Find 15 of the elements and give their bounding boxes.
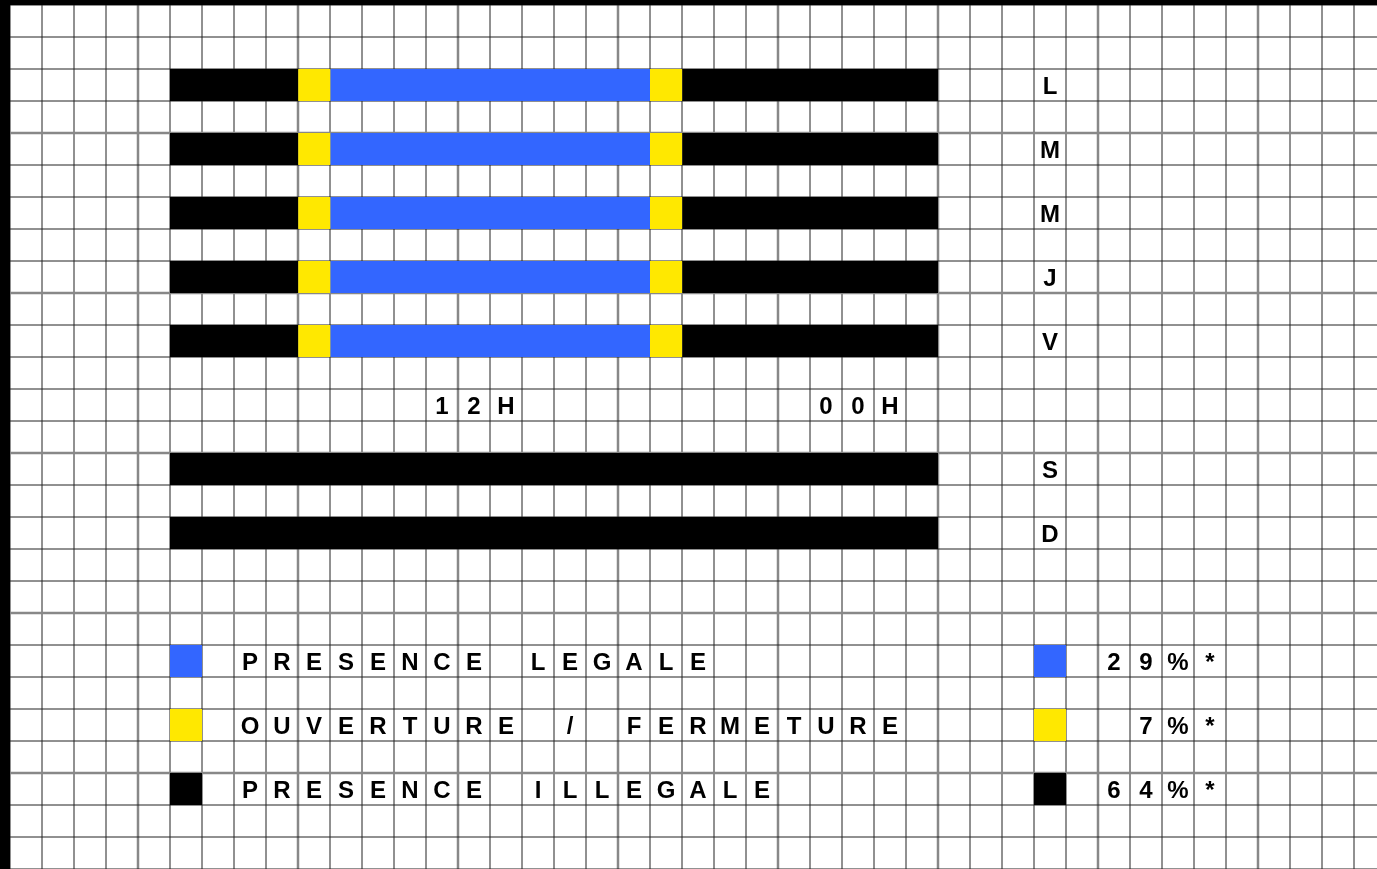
legend-label: PRESENCE LEGALE	[241, 647, 707, 675]
text: 64%*	[1107, 775, 1216, 803]
y-tick-label: M	[1040, 135, 1060, 163]
y-tick-label: M	[1040, 199, 1060, 227]
y-tick-label: S	[1041, 455, 1059, 483]
legend-label: OUVERTURE / FERMETURE	[240, 711, 899, 739]
annotation: 00H	[819, 391, 899, 419]
y-tick-label: V	[1041, 327, 1059, 355]
y-tick-label: D	[1041, 519, 1059, 547]
legend-label: PRESENCE ILLEGALE	[241, 775, 771, 803]
text: 7%*	[1139, 711, 1216, 739]
annotation: 12H	[435, 391, 515, 419]
y-tick-label: L	[1042, 71, 1058, 99]
y-tick-label: J	[1043, 263, 1057, 291]
text: 29%*	[1107, 647, 1216, 675]
